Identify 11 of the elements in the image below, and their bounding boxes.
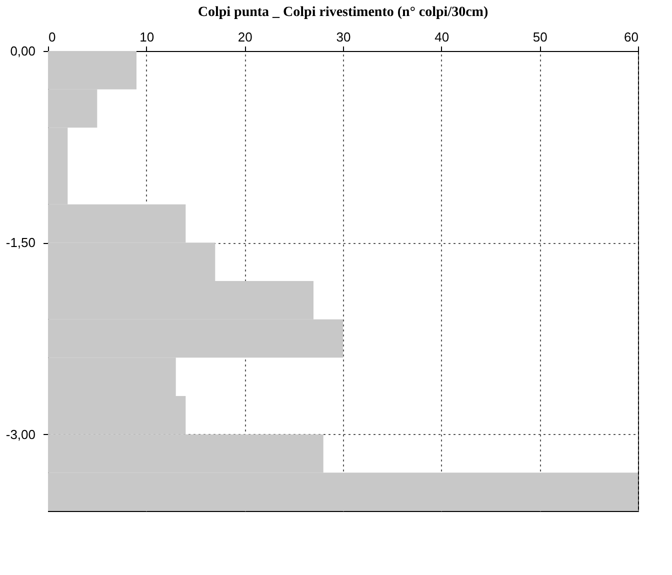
x-tick-label: 30 bbox=[336, 30, 351, 44]
x-tick-label: 0 bbox=[48, 30, 56, 44]
x-tick-label: 20 bbox=[238, 30, 252, 44]
y-tick-label: 0,00 bbox=[10, 44, 36, 58]
x-tick-label: 10 bbox=[140, 30, 154, 44]
x-tick-label: 50 bbox=[532, 30, 548, 44]
y-tick-label: -3,00 bbox=[6, 426, 36, 442]
y-tick-label: -1,50 bbox=[6, 235, 36, 250]
x-tick-label: 60 bbox=[624, 30, 638, 44]
x-tick-label: 40 bbox=[434, 30, 450, 44]
chart-title: Colpi punta _ Colpi rivestimento (n° colpi/30cm) bbox=[198, 5, 488, 20]
